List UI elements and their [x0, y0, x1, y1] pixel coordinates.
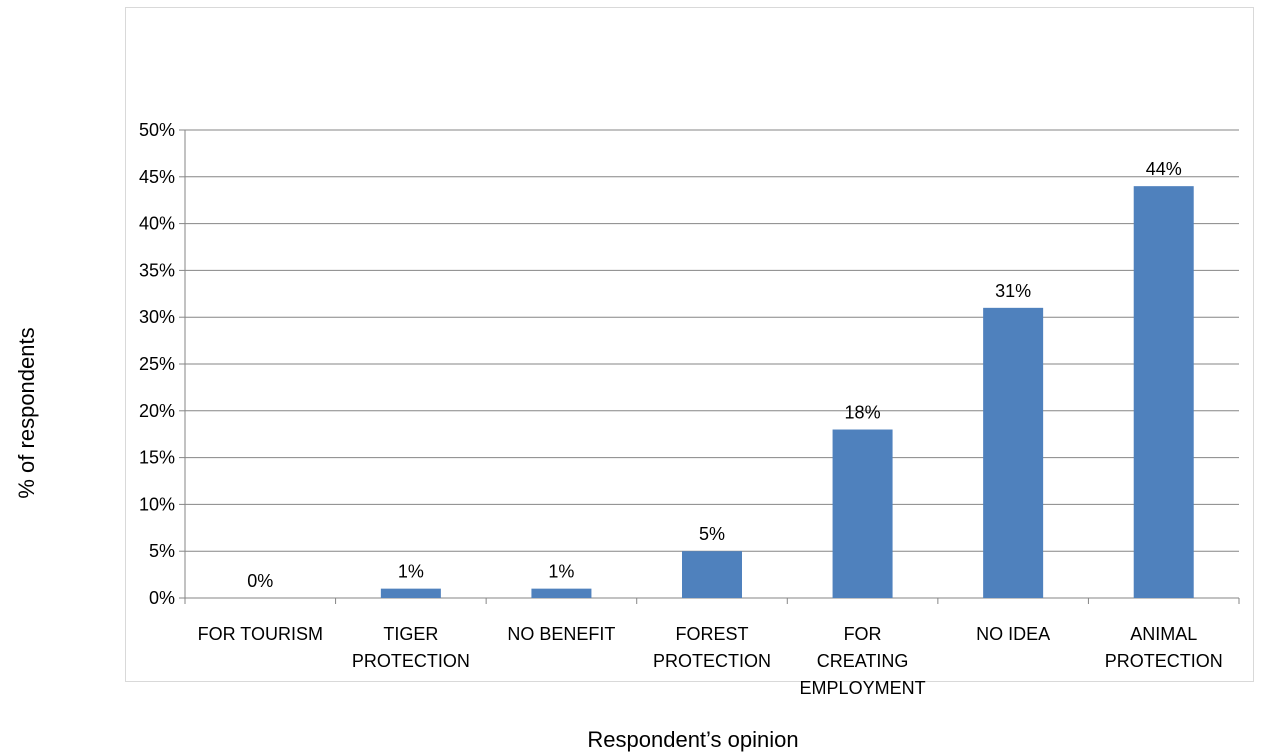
x-tick-label: CREATING	[817, 651, 909, 671]
y-tick-label: 50%	[139, 120, 175, 140]
y-tick-label: 30%	[139, 307, 175, 327]
data-label: 44%	[1146, 159, 1182, 179]
bar	[1133, 186, 1194, 598]
data-label: 1%	[548, 562, 574, 582]
x-tick-label: ANIMAL	[1130, 624, 1197, 644]
y-tick-label: 40%	[139, 214, 175, 234]
bar	[380, 588, 441, 598]
x-tick-label: FOREST	[675, 624, 748, 644]
x-tick-label: NO IDEA	[976, 624, 1050, 644]
data-label: 5%	[699, 524, 725, 544]
y-tick-label: 45%	[139, 167, 175, 187]
y-tick-label: 20%	[139, 401, 175, 421]
bar	[983, 307, 1044, 598]
data-label: 1%	[398, 562, 424, 582]
data-label: 31%	[995, 281, 1031, 301]
bar	[832, 429, 893, 598]
y-tick-label: 10%	[139, 494, 175, 514]
x-tick-label: PROTECTION	[1105, 651, 1223, 671]
x-tick-label: EMPLOYMENT	[800, 678, 926, 698]
chart-area	[125, 7, 1254, 682]
y-tick-label: 0%	[149, 588, 175, 608]
data-label: 0%	[247, 571, 273, 591]
x-tick-label: FOR TOURISM	[198, 624, 323, 644]
data-label: 18%	[845, 403, 881, 423]
x-tick-label: PROTECTION	[653, 651, 771, 671]
bar	[682, 551, 742, 598]
y-tick-label: 15%	[139, 448, 175, 468]
y-tick-label: 25%	[139, 354, 175, 374]
bar	[531, 588, 592, 598]
x-tick-label: NO BENEFIT	[507, 624, 615, 644]
x-tick-label: FOR	[844, 624, 882, 644]
x-tick-label: TIGER	[383, 624, 438, 644]
y-tick-label: 35%	[139, 260, 175, 280]
y-tick-label: 5%	[149, 541, 175, 561]
x-axis-label: Respondent’s opinion	[587, 727, 799, 752]
x-tick-label: PROTECTION	[352, 651, 470, 671]
